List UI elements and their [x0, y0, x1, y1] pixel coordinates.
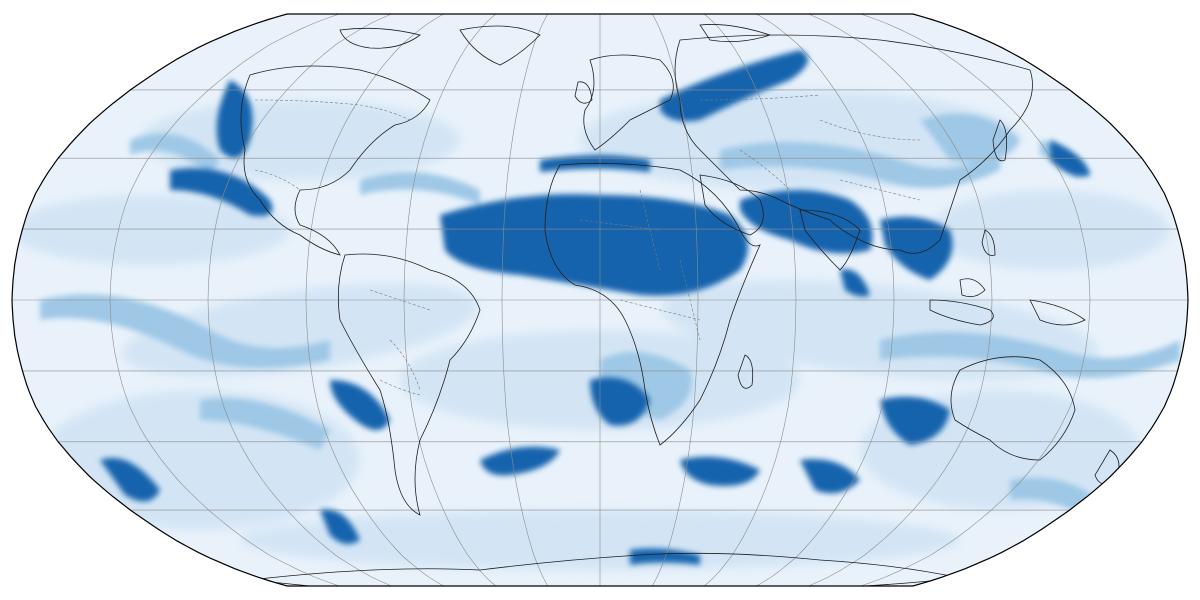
coastline-madagascar: [737, 354, 754, 389]
coastline-indonesia: [929, 299, 994, 326]
dense-streak-southern-ocean: [590, 377, 650, 426]
border-south-america: [369, 289, 431, 396]
map-field-layer: [12, 14, 1188, 586]
coastline-antarctica: [249, 552, 961, 586]
coastline-new-guinea: [1029, 299, 1086, 326]
dense-strip-antarctica: [630, 548, 700, 565]
coastline-japan: [992, 119, 1008, 162]
mid-band: [720, 142, 1000, 188]
mid-band: [130, 133, 220, 175]
dense-cloud-layer: [100, 50, 1090, 565]
coastline-australia: [950, 356, 1076, 461]
coastline-borneo: [959, 278, 986, 298]
dense-mass-australia-south: [880, 396, 950, 445]
mid-band: [880, 332, 1180, 378]
coastline-africa: [544, 162, 761, 446]
border-us-canada: [254, 99, 411, 121]
border-us-mexico: [254, 169, 301, 191]
dense-band-eurasia: [660, 50, 808, 122]
mid-band: [360, 172, 480, 205]
coastline-north-america: [240, 65, 431, 256]
dense-band-south-pacific: [330, 380, 390, 430]
dense-band-north-america-west: [216, 80, 253, 158]
coastlines: [240, 24, 1120, 586]
coastline-greenland: [459, 25, 541, 66]
dense-band-west-pacific: [840, 269, 870, 297]
border-china-india: [839, 179, 921, 201]
political-borders: [254, 94, 921, 396]
border-eurasia: [699, 94, 921, 191]
dense-streak-southern-ocean: [480, 446, 560, 476]
coastline-asia: [674, 34, 1033, 254]
coastline-svalbard: [699, 24, 772, 43]
coastline-europe: [583, 54, 674, 151]
mid-band: [40, 294, 330, 368]
coastline-south-america: [337, 253, 481, 516]
dense-mass-north-africa: [440, 194, 748, 296]
coastline-arctic-islands: [339, 27, 421, 49]
dense-band-southwest-pacific: [320, 509, 360, 544]
dense-band-southwest-pacific: [100, 458, 160, 502]
coastline-arabia: [699, 174, 764, 236]
dense-streak-southern-ocean: [680, 456, 760, 486]
coastline-india: [799, 209, 861, 271]
mid-band: [920, 113, 1020, 163]
map-frame: [11, 13, 1189, 587]
border-africa: [579, 189, 701, 341]
coastline-british-isles: [574, 81, 593, 104]
dense-mass-south-asia: [740, 190, 873, 254]
graticule: [12, 14, 1188, 586]
light-streak: [12, 195, 290, 265]
mid-band: [200, 398, 330, 450]
dense-mass-southeast-asia: [880, 216, 953, 280]
dense-streak-southern-ocean: [800, 459, 860, 494]
coastline-philippines: [981, 229, 996, 256]
dense-swirl-east-pacific: [170, 168, 273, 216]
light-streak: [930, 190, 1170, 270]
